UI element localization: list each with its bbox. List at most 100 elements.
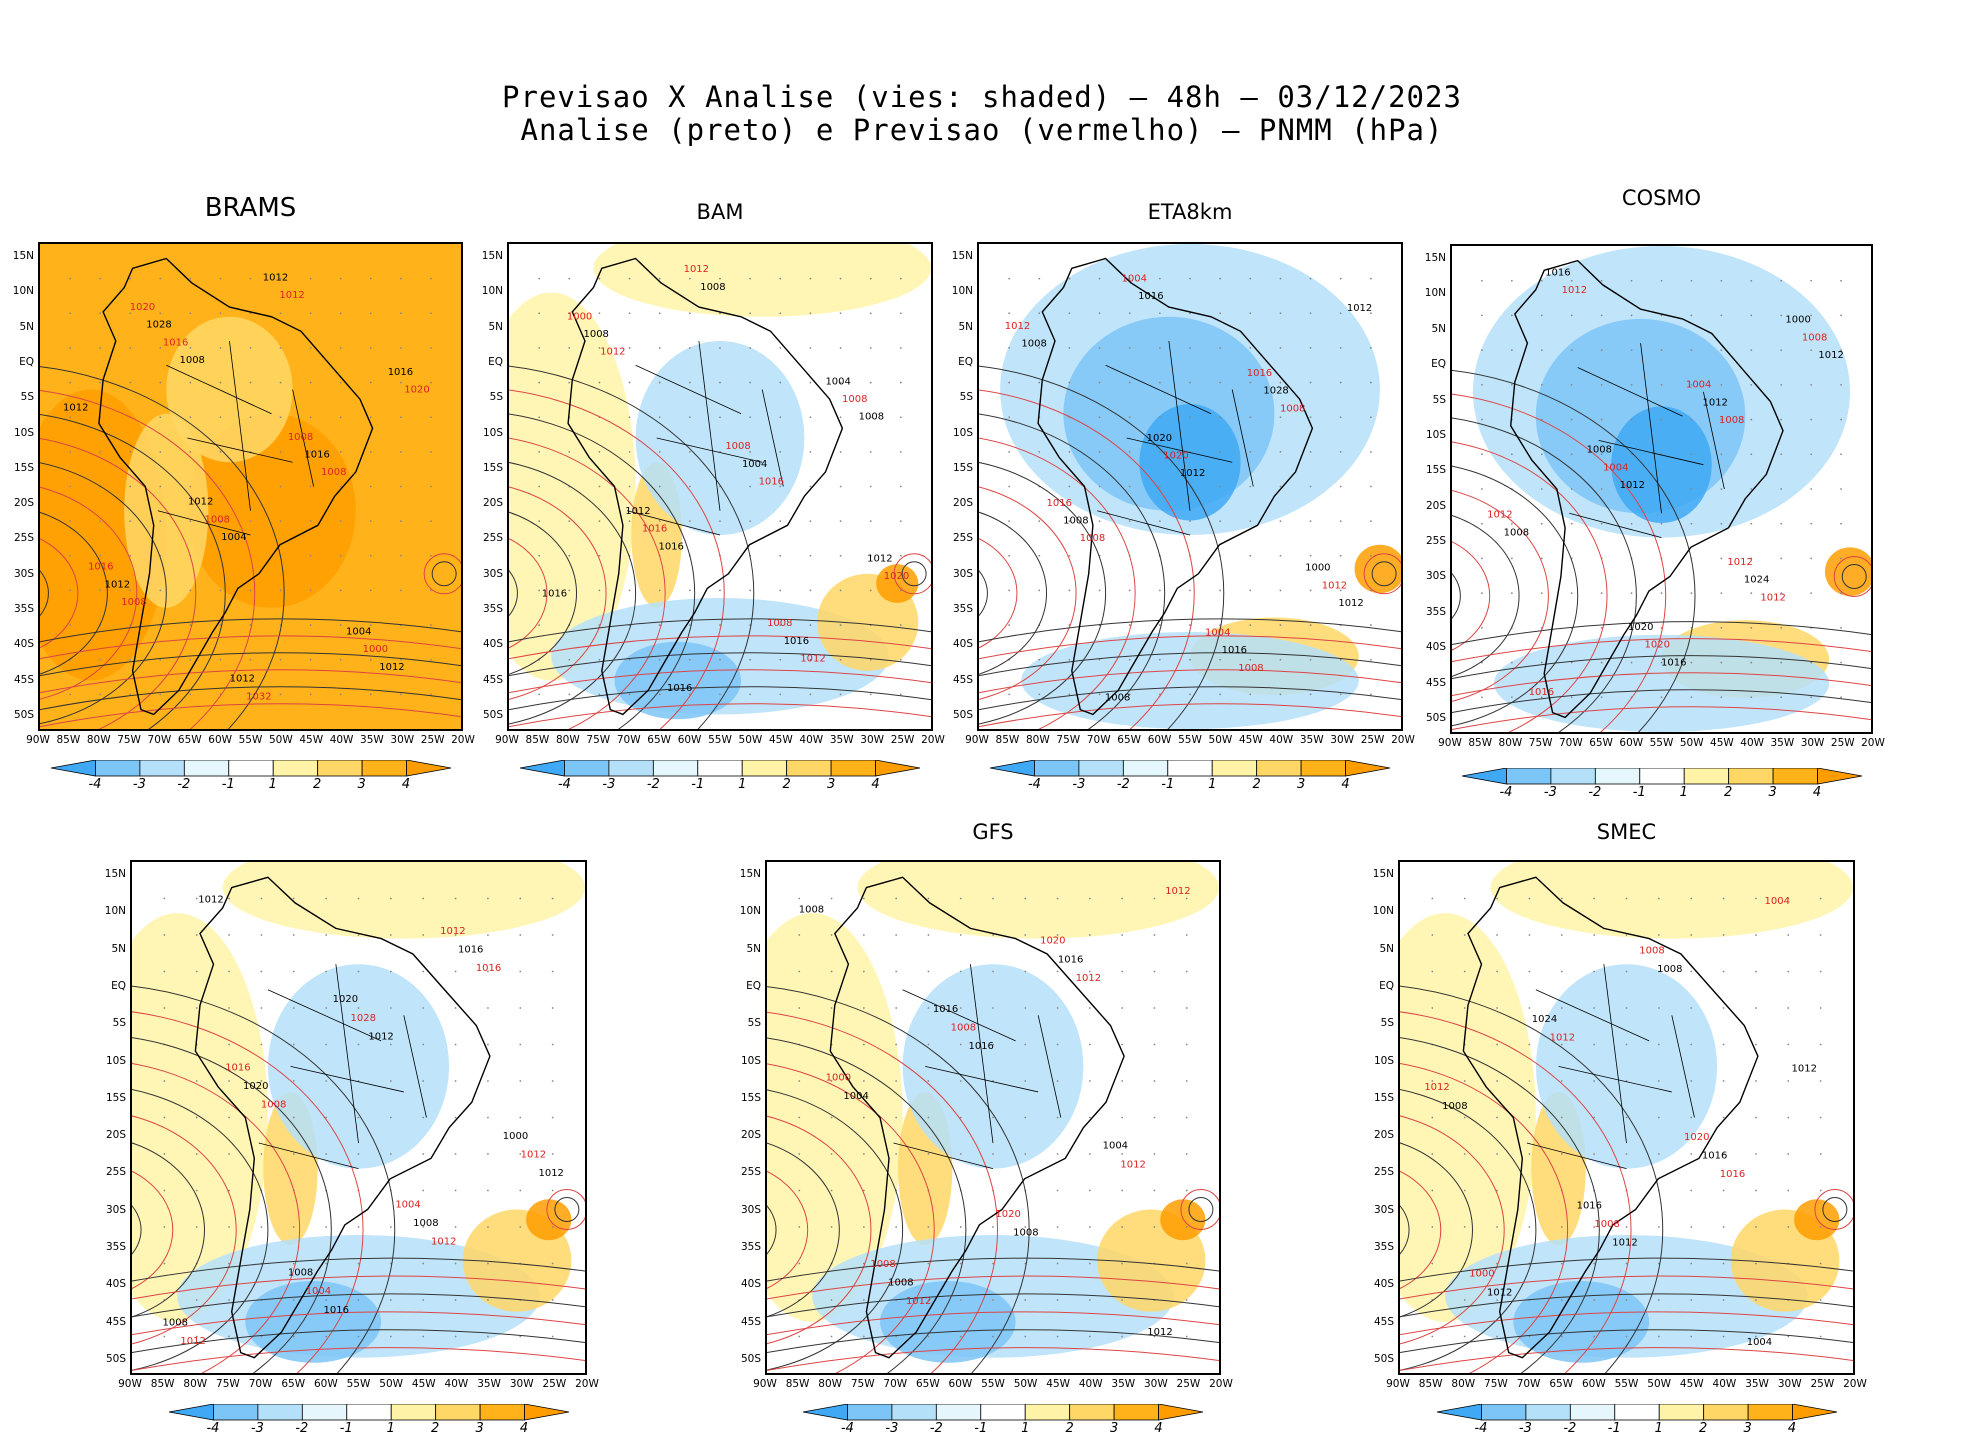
isobar-label: 1008 [288, 1268, 313, 1279]
lon-tick-label: 90W [118, 1378, 142, 1390]
map-canvas-smec: 1012 1016 1008 1012 1008 1004 1012 1008 1016 1012… [1400, 862, 1853, 1373]
lat-tick-label: 15S [482, 461, 503, 474]
isobar-label: 1008 [163, 1317, 188, 1328]
map-canvas-brams: 1008 1012 1012 1008 1004 1008 1012 1016 1012 1000… [40, 244, 461, 729]
lat-tick-label: 45S [740, 1315, 761, 1328]
isobar-label: 1004 [306, 1286, 331, 1297]
lat-tick-label: 15S [1373, 1091, 1394, 1104]
isobar-label: 1008 [583, 329, 608, 340]
lat-tick-label: 15S [740, 1091, 761, 1104]
isobar-label: 1020 [1163, 451, 1188, 462]
isobar-label: 1008 [951, 1023, 976, 1034]
map-canvas-cosmo: 1012 1008 1012 1012 1016 1012 1008 1004 1012 1008… [1452, 246, 1871, 732]
lon-tick-label: 55W [708, 734, 732, 746]
isobar-label: 1008 [261, 1100, 286, 1111]
lon-tick-label: 30W [1800, 737, 1825, 749]
lon-tick-label: 50W [268, 734, 293, 746]
isobar-label: 1008 [288, 432, 313, 443]
lon-tick-label: 20W [575, 1378, 599, 1390]
lat-tick-label: 40S [1425, 641, 1446, 654]
lat-tick-label: 10S [740, 1054, 761, 1067]
lon-tick-label: 75W [586, 734, 611, 746]
lon-tick-label: 50W [1013, 1378, 1038, 1390]
lon-tick-label: 60W [208, 734, 233, 746]
lat-tick-label: 10S [482, 426, 503, 439]
colorbar-label: 3 [1109, 1421, 1119, 1436]
map-panel-eta8km: 1016 1008 1012 1008 1012 1008 1008 1004 1016 1012… [977, 242, 1403, 731]
bias-area-0 [132, 913, 268, 1322]
isobar-label: 1012 [1727, 557, 1752, 568]
lat-tick-label: 20S [952, 497, 973, 510]
south-america-outline [98, 257, 374, 716]
colorbar-label: 1 [1679, 785, 1688, 800]
isobar-label: 1008 [321, 467, 346, 478]
bias-area-2 [1611, 406, 1712, 524]
lat-tick-label: 30S [13, 567, 34, 580]
lat-tick-label: 5N [1431, 322, 1446, 335]
lat-tick-label: 10S [105, 1054, 126, 1067]
south-america-outline [194, 876, 491, 1359]
isobar-label: 1016 [1702, 1151, 1727, 1162]
lon-tick-label: 45W [1679, 1378, 1704, 1390]
lat-tick-label: EQ [1431, 358, 1446, 371]
isobar-label: 1012 [1322, 580, 1347, 591]
bias-area-2 [902, 964, 1084, 1169]
lon-tick-label: 40W [1078, 1378, 1103, 1390]
colorbar-label: 3 [1768, 785, 1777, 800]
lon-tick-label: 55W [346, 1378, 371, 1390]
isobar-label: 1008 [700, 282, 725, 293]
lat-tick-label: 30S [1425, 570, 1446, 583]
isobar-label: 1012 [1120, 1159, 1145, 1170]
map-panel-bam: 1016 1016 1008 1012 1008 1012 1016 1016 1004 1008… [507, 242, 933, 731]
isobar-label: 1000 [503, 1131, 528, 1142]
isobar-label: 1020 [1147, 433, 1172, 444]
isobar-label: 1008 [1587, 445, 1612, 456]
lon-tick-label: 65W [1589, 737, 1613, 749]
lat-tick-label: 40S [1373, 1278, 1394, 1291]
lat-tick-label: 35S [740, 1241, 761, 1254]
isobar-label: 1012 [1147, 1327, 1172, 1338]
lat-tick-label: 30S [1373, 1203, 1394, 1216]
lat-tick-label: 45S [482, 673, 503, 686]
lon-tick-label: 25W [542, 1378, 567, 1390]
isobar-label: 1016 [784, 636, 809, 647]
isobar-label: 1004 [1205, 628, 1230, 639]
colorbar-label: 2 [1724, 785, 1733, 800]
bias-area-7 [857, 862, 1219, 939]
isobar-label: 1012 [180, 1336, 205, 1347]
map-canvas-panel5: 1016 1012 1012 1008 1012 1016 1012 1004 1008 1012… [132, 862, 585, 1373]
lon-tick-label: 45W [768, 734, 793, 746]
lat-tick-label: 10S [1425, 428, 1446, 441]
isobar-label: 1008 [799, 905, 824, 916]
lon-tick-label: 60W [948, 1378, 973, 1390]
isobar-label: 1008 [1504, 527, 1529, 538]
isobar-label: 1004 [742, 459, 767, 470]
lon-tick-label: 90W [1438, 737, 1462, 749]
lat-tick-label: 20S [13, 497, 34, 510]
isobar-label: 1008 [725, 441, 750, 452]
colorbar-label: 3 [1296, 777, 1306, 792]
lat-tick-label: 50S [13, 709, 34, 721]
colorbar-label: -4 [88, 777, 102, 792]
lon-tick-label: 70W [616, 734, 641, 746]
lat-tick-label: EQ [111, 979, 126, 992]
lon-tick-label: 25W [420, 734, 445, 746]
isobar-label: 1016 [324, 1305, 349, 1316]
lon-tick-label: 90W [965, 734, 989, 746]
isobar-label: 1012 [198, 895, 223, 906]
lon-tick-label: 75W [117, 734, 141, 746]
isobar-label: 1012 [625, 506, 650, 517]
lon-tick-label: 20W [1843, 1378, 1867, 1390]
isobar-label: 1008 [1238, 663, 1263, 674]
lon-tick-label: 85W [785, 1378, 810, 1390]
isobar-label: 1008 [1442, 1101, 1467, 1112]
lat-tick-label: 50S [1373, 1353, 1394, 1365]
lat-tick-label: 35S [1373, 1241, 1394, 1254]
isobar-label: 1024 [1532, 1014, 1557, 1025]
colorbar-label: -3 [885, 1421, 899, 1436]
lat-tick-label: 5N [19, 320, 34, 333]
bias-area-4 [1513, 1281, 1650, 1363]
lat-tick-label: 35S [13, 603, 34, 616]
lat-tick-label: 35S [482, 603, 503, 616]
lat-tick-label: 10S [13, 426, 34, 439]
